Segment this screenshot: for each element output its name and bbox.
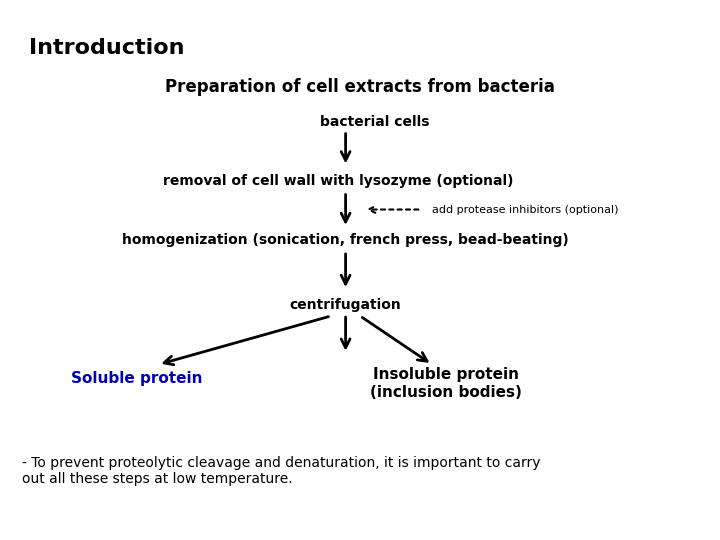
Text: centrifugation: centrifugation: [289, 298, 402, 312]
Text: Introduction: Introduction: [29, 38, 184, 58]
Text: homogenization (sonication, french press, bead-beating): homogenization (sonication, french press…: [122, 233, 569, 247]
Text: removal of cell wall with lysozyme (optional): removal of cell wall with lysozyme (opti…: [163, 174, 513, 188]
Text: bacterial cells: bacterial cells: [320, 114, 429, 129]
Text: Insoluble protein
(inclusion bodies): Insoluble protein (inclusion bodies): [371, 367, 522, 400]
Text: - To prevent proteolytic cleavage and denaturation, it is important to carry
out: - To prevent proteolytic cleavage and de…: [22, 456, 540, 486]
Text: Soluble protein: Soluble protein: [71, 370, 202, 386]
Text: add protease inhibitors (optional): add protease inhibitors (optional): [432, 205, 618, 214]
Text: Preparation of cell extracts from bacteria: Preparation of cell extracts from bacter…: [165, 78, 555, 96]
